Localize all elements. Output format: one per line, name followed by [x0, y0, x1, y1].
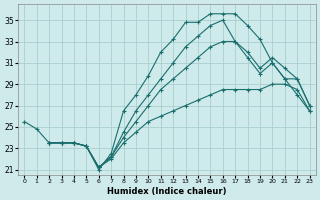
- X-axis label: Humidex (Indice chaleur): Humidex (Indice chaleur): [107, 187, 227, 196]
